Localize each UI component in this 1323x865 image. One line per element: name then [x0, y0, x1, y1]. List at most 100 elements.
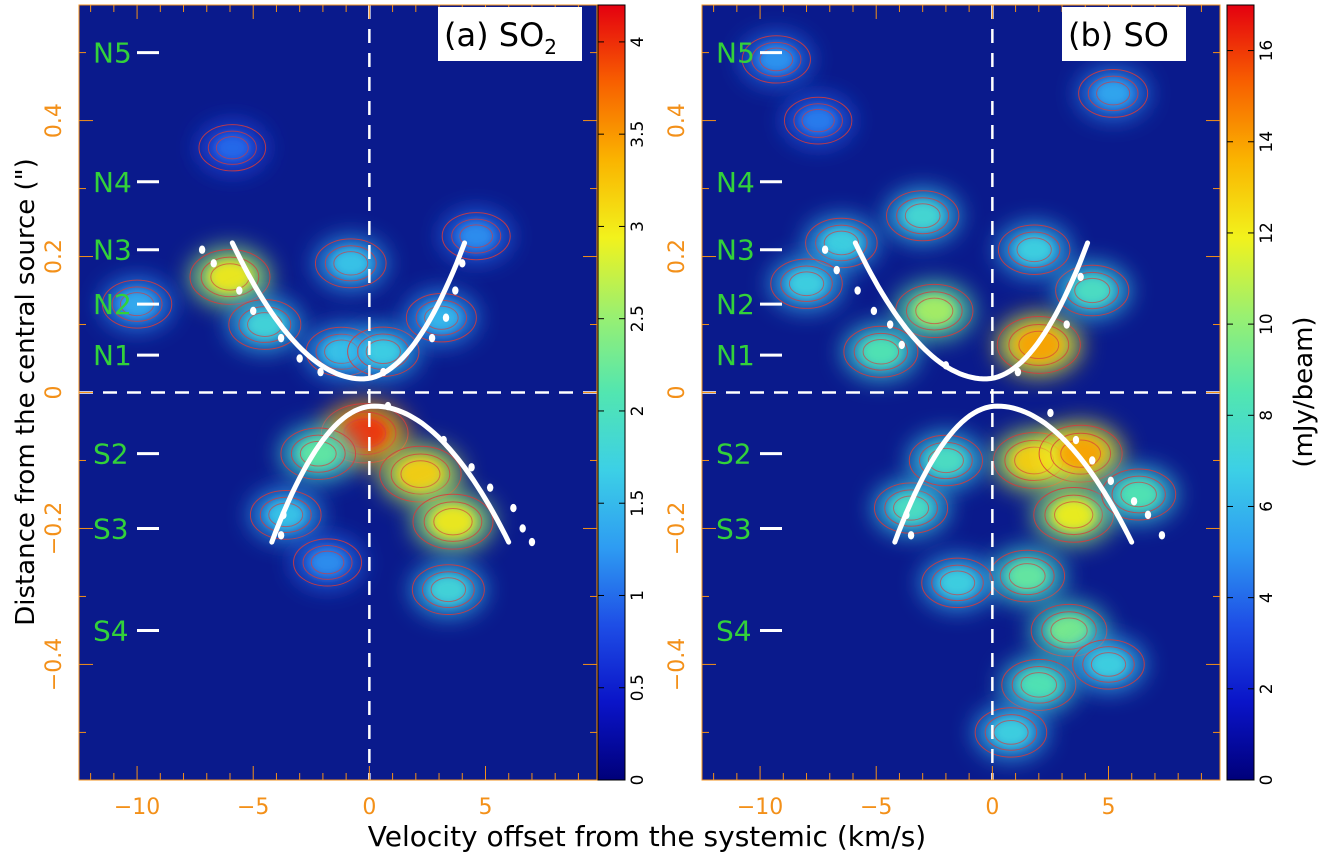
emission-blob — [770, 257, 843, 310]
contour-line — [433, 508, 473, 536]
contour-line — [424, 305, 459, 330]
contour-line — [927, 447, 964, 474]
contour-line — [423, 501, 483, 542]
x-tick-label: 0 — [362, 795, 376, 820]
emission-blob — [1038, 423, 1123, 484]
position-label: S4 — [716, 614, 752, 647]
contour-line — [1007, 231, 1061, 269]
position-markers: N5 N4 N3 N2 N1 S2 S3 S4 — [716, 37, 782, 647]
emission-blob — [974, 706, 1048, 759]
contour-line — [905, 291, 963, 331]
colorbar-tick-label: 4 — [1257, 592, 1277, 603]
contour-line — [390, 453, 451, 495]
contour-line — [1008, 323, 1070, 366]
contour-line — [1033, 487, 1115, 543]
contour-line — [1050, 432, 1112, 475]
contour-line — [759, 47, 794, 72]
panel-title: (a) SO2 — [438, 7, 582, 61]
data-point — [907, 531, 915, 540]
contour-line — [1096, 81, 1131, 106]
contour-line — [751, 41, 802, 77]
y-axis-ticks: −0.4 −0.2 0 0.2 0.4 — [665, 52, 1220, 733]
data-point — [442, 313, 450, 322]
emission-blob — [198, 123, 267, 173]
contour-line — [411, 564, 485, 616]
data-point — [886, 320, 894, 329]
x-tick-label: 5 — [479, 795, 493, 820]
contour-line — [1072, 639, 1145, 690]
emission-blob — [347, 325, 420, 378]
y-tick-label: −0.2 — [665, 502, 690, 555]
data-point — [519, 524, 526, 533]
data-point — [528, 537, 536, 547]
contour-line — [1054, 501, 1094, 529]
y-tick-label: 0 — [665, 386, 690, 400]
contour-line — [885, 190, 960, 242]
contour-line — [974, 707, 1048, 758]
colorbar-tick-label: 2 — [628, 406, 648, 417]
contour-line — [1038, 424, 1123, 483]
contour-line — [198, 124, 267, 172]
position-label: S2 — [93, 438, 129, 471]
contour-line — [793, 103, 843, 138]
emission-blob — [412, 492, 494, 551]
contour-line — [379, 445, 462, 503]
contour-line — [459, 224, 494, 248]
colorbar-so: 0 2 4 6 8 10 12 14 16 (mJy/beam) — [1226, 4, 1319, 785]
position-label: N5 — [716, 37, 755, 70]
contour-line — [290, 434, 346, 473]
y-tick-label: 0.4 — [42, 103, 67, 138]
contour-line — [853, 332, 909, 371]
panel-so2: −10 −5 0 5 −0.4 −0.2 0 0.2 0.4 N5 N4 N3 N2 N1 S2 S3 S4… — [42, 4, 598, 820]
contour-line — [1111, 475, 1166, 514]
x-axis-title: Velocity offset from the systemic (km/s) — [368, 820, 926, 853]
contour-line — [1016, 237, 1052, 263]
contour-line — [299, 440, 337, 467]
colorbar-so2: 0 0.5 1 1.5 2 2.5 3 3.5 4 — [597, 4, 648, 785]
emission-blob — [280, 426, 357, 481]
y-tick-label: −0.4 — [665, 638, 690, 691]
x-axis-ticks: −10 −5 0 5 — [713, 5, 1202, 820]
contour-line — [896, 197, 950, 235]
x-tick-label: 0 — [985, 795, 999, 820]
title-box — [438, 7, 582, 61]
contour-line — [1074, 277, 1111, 304]
data-point — [1144, 510, 1152, 520]
position-label: N4 — [93, 166, 132, 199]
position-label: S4 — [93, 614, 129, 647]
contour-line — [451, 218, 502, 254]
emission-blob — [885, 189, 960, 243]
data-point — [870, 306, 878, 316]
contour-line — [1020, 672, 1058, 698]
contour-line — [400, 460, 441, 488]
x-tick-label: −5 — [860, 795, 892, 820]
emission-blob — [1001, 657, 1077, 712]
emission-blob — [997, 223, 1071, 276]
contour-line — [1001, 658, 1077, 711]
colorbar-tick-label: 14 — [1257, 131, 1277, 153]
position-label: N2 — [716, 288, 755, 321]
contour-line — [862, 338, 900, 365]
colorbar-tick-label: 0.5 — [628, 674, 648, 701]
colorbar-tick-label: 8 — [1257, 410, 1277, 421]
contour-line — [314, 238, 387, 289]
y-axis-title: Distance from the central source (") — [11, 158, 41, 626]
colorbar-tick-label: 6 — [1257, 501, 1277, 512]
data-point — [277, 333, 285, 343]
contour-line — [997, 224, 1071, 275]
contour-line — [293, 538, 363, 587]
data-point — [1063, 320, 1070, 329]
data-point — [1130, 497, 1138, 506]
contour-line — [1090, 652, 1127, 677]
contour-line — [904, 203, 941, 229]
position-label: N1 — [93, 339, 132, 372]
emission-blob — [843, 324, 919, 379]
contour-line — [280, 427, 357, 480]
x-tick-label: −5 — [237, 795, 269, 820]
position-label: N3 — [716, 234, 755, 267]
y-tick-label: 0.2 — [42, 239, 67, 274]
colorbar-gradient — [1226, 4, 1255, 781]
position-label: N4 — [716, 166, 755, 199]
contour-line — [915, 297, 954, 325]
contour-line — [111, 286, 163, 322]
